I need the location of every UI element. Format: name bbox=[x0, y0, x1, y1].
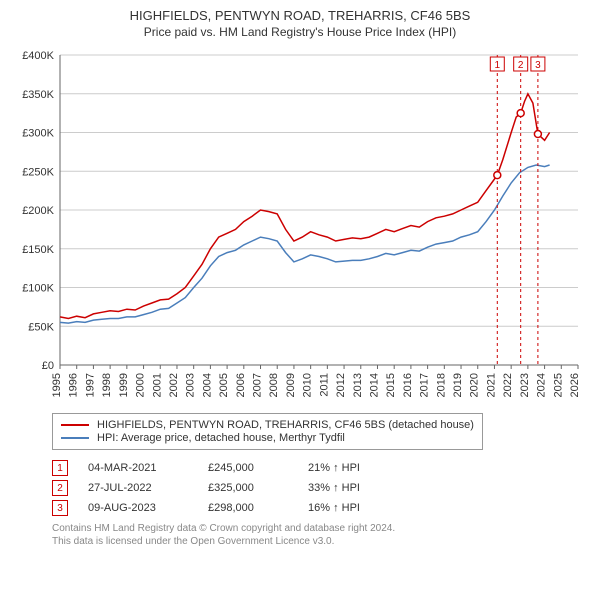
marker-row: 1 04-MAR-2021 £245,000 21% ↑ HPI bbox=[52, 460, 588, 476]
svg-text:£50K: £50K bbox=[28, 321, 54, 333]
svg-text:£300K: £300K bbox=[22, 128, 54, 140]
svg-text:1999: 1999 bbox=[118, 373, 130, 397]
svg-text:£150K: £150K bbox=[22, 244, 54, 256]
svg-text:2002: 2002 bbox=[168, 373, 180, 397]
legend-swatch bbox=[61, 437, 89, 439]
marker-price: £298,000 bbox=[208, 502, 288, 514]
svg-text:1998: 1998 bbox=[101, 373, 113, 397]
legend-box: HIGHFIELDS, PENTWYN ROAD, TREHARRIS, CF4… bbox=[52, 413, 483, 450]
svg-text:1995: 1995 bbox=[51, 373, 63, 397]
footer-text: Contains HM Land Registry data © Crown c… bbox=[52, 522, 588, 548]
svg-text:2011: 2011 bbox=[318, 373, 330, 397]
marker-table: 1 04-MAR-2021 £245,000 21% ↑ HPI 2 27-JUL-202… bbox=[52, 460, 588, 516]
svg-text:2: 2 bbox=[518, 60, 524, 71]
svg-text:2024: 2024 bbox=[536, 373, 548, 397]
svg-text:2007: 2007 bbox=[252, 373, 264, 397]
svg-text:2014: 2014 bbox=[368, 373, 380, 397]
marker-date: 09-AUG-2023 bbox=[88, 502, 188, 514]
marker-delta: 33% ↑ HPI bbox=[308, 482, 360, 494]
svg-text:2019: 2019 bbox=[452, 373, 464, 397]
legend-row: HIGHFIELDS, PENTWYN ROAD, TREHARRIS, CF4… bbox=[61, 419, 474, 431]
marker-number-box: 2 bbox=[52, 480, 68, 496]
svg-text:2004: 2004 bbox=[201, 373, 213, 397]
svg-text:2008: 2008 bbox=[268, 373, 280, 397]
svg-text:2017: 2017 bbox=[419, 373, 431, 397]
marker-number-box: 3 bbox=[52, 500, 68, 516]
marker-delta: 16% ↑ HPI bbox=[308, 502, 360, 514]
chart-title: HIGHFIELDS, PENTWYN ROAD, TREHARRIS, CF4… bbox=[12, 8, 588, 23]
svg-text:£350K: £350K bbox=[22, 89, 54, 101]
svg-text:1: 1 bbox=[495, 60, 501, 71]
marker-price: £245,000 bbox=[208, 462, 288, 474]
svg-text:£100K: £100K bbox=[22, 283, 54, 295]
svg-text:2010: 2010 bbox=[302, 373, 314, 397]
legend-label: HPI: Average price, detached house, Mert… bbox=[97, 432, 345, 444]
svg-text:2025: 2025 bbox=[552, 373, 564, 397]
svg-text:£250K: £250K bbox=[22, 166, 54, 178]
svg-text:1996: 1996 bbox=[68, 373, 80, 397]
svg-text:2023: 2023 bbox=[519, 373, 531, 397]
marker-number-box: 1 bbox=[52, 460, 68, 476]
chart-area: £0 £50K £100K £150K £200K £250K £300K £350K £400… bbox=[12, 45, 588, 405]
svg-text:1997: 1997 bbox=[84, 373, 96, 397]
marker-row: 3 09-AUG-2023 £298,000 16% ↑ HPI bbox=[52, 500, 588, 516]
svg-text:2022: 2022 bbox=[502, 373, 514, 397]
svg-text:2012: 2012 bbox=[335, 373, 347, 397]
svg-text:2005: 2005 bbox=[218, 373, 230, 397]
legend-swatch bbox=[61, 424, 89, 426]
marker-date: 04-MAR-2021 bbox=[88, 462, 188, 474]
marker-delta: 21% ↑ HPI bbox=[308, 462, 360, 474]
svg-text:2021: 2021 bbox=[485, 373, 497, 397]
svg-text:2009: 2009 bbox=[285, 373, 297, 397]
svg-text:£0: £0 bbox=[42, 360, 54, 372]
svg-text:2000: 2000 bbox=[135, 373, 147, 397]
svg-text:2001: 2001 bbox=[151, 373, 163, 397]
svg-text:2003: 2003 bbox=[185, 373, 197, 397]
footer-line1: Contains HM Land Registry data © Crown c… bbox=[52, 522, 588, 535]
svg-text:2026: 2026 bbox=[569, 373, 581, 397]
svg-text:£400K: £400K bbox=[22, 50, 54, 62]
svg-text:2016: 2016 bbox=[402, 373, 414, 397]
svg-text:2013: 2013 bbox=[352, 373, 364, 397]
marker-date: 27-JUL-2022 bbox=[88, 482, 188, 494]
svg-text:2006: 2006 bbox=[235, 373, 247, 397]
svg-text:2015: 2015 bbox=[385, 373, 397, 397]
svg-text:2020: 2020 bbox=[469, 373, 481, 397]
chart-subtitle: Price paid vs. HM Land Registry's House … bbox=[12, 25, 588, 39]
legend-label: HIGHFIELDS, PENTWYN ROAD, TREHARRIS, CF4… bbox=[97, 419, 474, 431]
chart-svg: £0 £50K £100K £150K £200K £250K £300K £350K £400… bbox=[12, 45, 588, 405]
svg-text:3: 3 bbox=[535, 60, 541, 71]
legend-row: HPI: Average price, detached house, Mert… bbox=[61, 432, 474, 444]
svg-text:£200K: £200K bbox=[22, 205, 54, 217]
footer-line2: This data is licensed under the Open Gov… bbox=[52, 535, 588, 548]
marker-row: 2 27-JUL-2022 £325,000 33% ↑ HPI bbox=[52, 480, 588, 496]
marker-price: £325,000 bbox=[208, 482, 288, 494]
svg-text:2018: 2018 bbox=[435, 373, 447, 397]
